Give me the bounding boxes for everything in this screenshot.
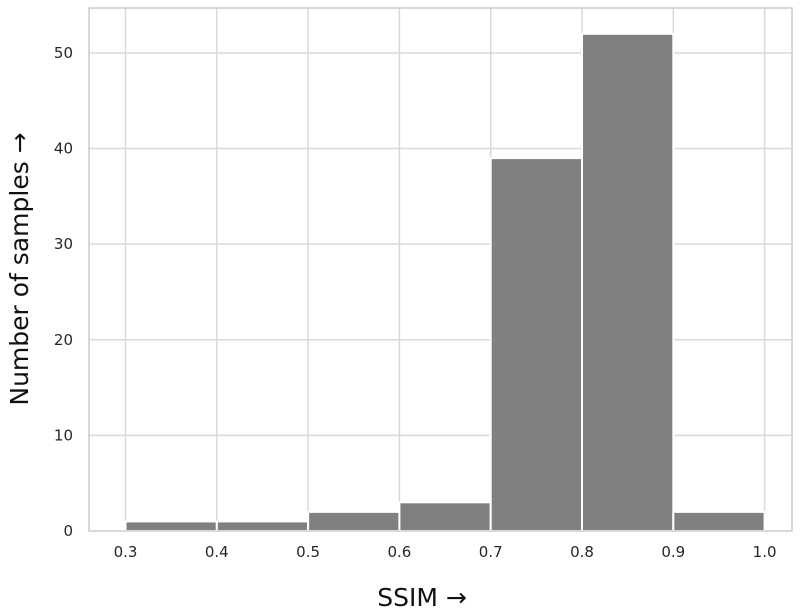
y-tick-label: 10 (54, 426, 73, 444)
x-tick-label: 0.9 (661, 543, 685, 561)
y-tick-label: 20 (54, 331, 73, 349)
x-tick-label: 0.4 (205, 543, 229, 561)
histogram-bar (215, 520, 310, 533)
histogram-bar (398, 501, 492, 533)
x-tick-label: 0.5 (296, 543, 320, 561)
y-tick-label: 0 (63, 522, 73, 540)
x-axis-label: SSIM → (377, 583, 467, 612)
y-tick-label: 50 (54, 44, 73, 62)
y-axis-label: Number of samples → (5, 132, 34, 405)
histogram-bar (581, 32, 675, 532)
x-tick-label: 0.6 (387, 543, 411, 561)
histogram-bar (307, 510, 401, 532)
histogram-bars (124, 32, 766, 533)
plot-frame (88, 7, 793, 532)
plot-background (89, 8, 792, 531)
y-gridlines (89, 52, 792, 437)
histogram-bar (489, 157, 584, 532)
histogram-bar (672, 510, 766, 532)
y-tick-labels: 0 10 20 30 40 50 (54, 44, 73, 540)
x-tick-labels: 0.3 0.4 0.5 0.6 0.7 0.8 0.9 1.0 (114, 543, 777, 561)
x-tick-label: 0.3 (114, 543, 138, 561)
x-tick-label: 0.8 (570, 543, 594, 561)
x-tick-label: 0.7 (479, 543, 503, 561)
x-tick-label: 1.0 (753, 543, 777, 561)
histogram-bar (124, 520, 218, 533)
y-tick-label: 40 (54, 140, 73, 158)
y-tick-label: 30 (54, 235, 73, 253)
